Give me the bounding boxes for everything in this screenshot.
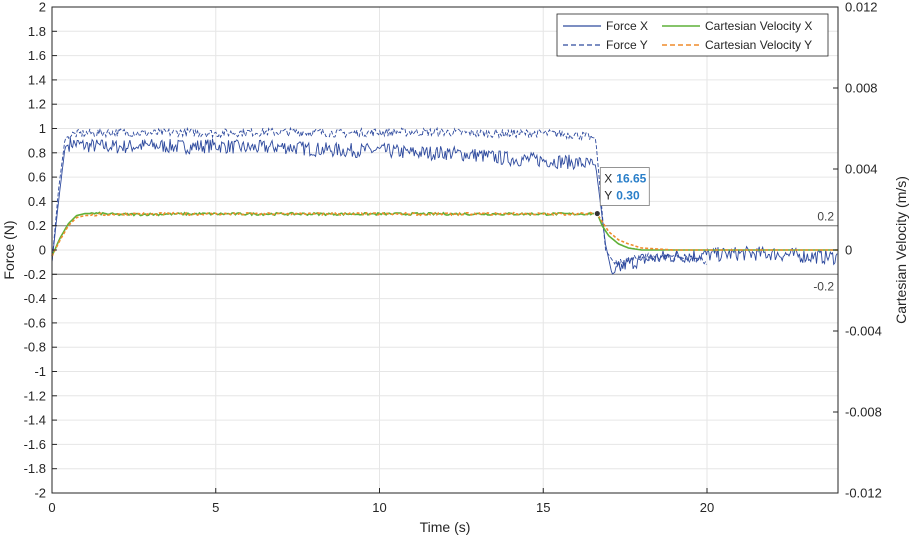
series-line-force-x[interactable] bbox=[51, 137, 838, 275]
series-line-force-y[interactable] bbox=[51, 126, 707, 268]
y-right-axis-ticks: 0.012 0.008 0.004 0 -0.004 -0.008 -0.012 bbox=[833, 0, 882, 501]
y-left-tick-label: -1.2 bbox=[24, 388, 46, 403]
legend-label-velocity-y: Cartesian Velocity Y bbox=[705, 38, 812, 52]
y-left-tick-label: -0.2 bbox=[24, 267, 46, 282]
datatip-x-key: X bbox=[604, 172, 612, 186]
legend-box bbox=[556, 13, 829, 57]
y-left-tick-label: 0 bbox=[39, 243, 46, 258]
x-tick-label: 10 bbox=[372, 500, 386, 515]
y-right-axis-label: Cartesian Velocity (m/s) bbox=[893, 176, 909, 324]
reference-line-label: 0.2 bbox=[817, 210, 834, 224]
x-axis-label: Time (s) bbox=[420, 519, 471, 535]
datatip-marker bbox=[593, 210, 601, 217]
y-left-tick-label: 1.4 bbox=[28, 72, 46, 87]
series-layer bbox=[51, 126, 838, 275]
y-right-tick-label: 0.012 bbox=[845, 0, 878, 15]
y-right-tick-label: 0 bbox=[845, 243, 852, 258]
series-line-cartesian-velocity-y[interactable] bbox=[51, 211, 838, 257]
y-left-tick-label: -0.8 bbox=[24, 340, 46, 355]
y-left-axis-ticks: 2 1.8 1.6 1.4 1.2 1 0.8 0.6 0.4 0.2 0 -0.2 -0.4 -0.6 -… bbox=[24, 0, 57, 501]
y-right-tick-label: -0.004 bbox=[845, 324, 882, 339]
x-axis-ticks: 0 5 10 15 20 bbox=[48, 488, 714, 515]
y-left-tick-label: -1.4 bbox=[24, 413, 46, 428]
y-left-tick-label: -2 bbox=[34, 486, 46, 501]
y-right-tick-label: 0.008 bbox=[845, 81, 878, 96]
y-left-tick-label: -1.8 bbox=[24, 461, 46, 476]
y-right-tick-label: -0.012 bbox=[845, 486, 882, 501]
reference-line-label: -0.2 bbox=[813, 279, 834, 293]
y-left-tick-label: 0.2 bbox=[28, 218, 46, 233]
y-left-axis-label: Force (N) bbox=[1, 220, 17, 279]
y-right-tick-label: 0.004 bbox=[845, 162, 878, 177]
y-left-tick-label: 1 bbox=[39, 121, 46, 136]
x-tick-label: 5 bbox=[212, 500, 219, 515]
y-left-tick-label: -1 bbox=[34, 364, 46, 379]
y-right-tick-label: -0.008 bbox=[845, 405, 882, 420]
reference-lines: 0.2 -0.2 bbox=[52, 210, 838, 293]
legend-label-force-x: Force X bbox=[606, 19, 648, 33]
x-tick-label: 0 bbox=[48, 500, 55, 515]
legend-label-force-y: Force Y bbox=[606, 38, 648, 52]
y-left-tick-label: -1.6 bbox=[24, 437, 46, 452]
x-tick-label: 15 bbox=[536, 500, 550, 515]
y-left-tick-label: -0.4 bbox=[24, 291, 46, 306]
y-left-tick-label: 1.2 bbox=[28, 97, 46, 112]
datatip-box bbox=[599, 167, 650, 206]
y-left-tick-label: 1.6 bbox=[28, 48, 46, 63]
y-left-tick-label: 0.8 bbox=[28, 145, 46, 160]
datatip-x-value: 16.65 bbox=[616, 172, 646, 186]
y-left-tick-label: 2 bbox=[39, 0, 46, 15]
y-left-tick-label: -0.6 bbox=[24, 315, 46, 330]
datatip[interactable]: X 16.65 Y 0.30 bbox=[593, 167, 650, 217]
legend[interactable]: Force X Force Y Cartesian Velocity X Car… bbox=[556, 13, 829, 57]
datatip-y-value: 0.30 bbox=[616, 189, 640, 203]
legend-label-velocity-x: Cartesian Velocity X bbox=[705, 19, 812, 33]
y-left-tick-label: 1.8 bbox=[28, 24, 46, 39]
x-tick-label: 20 bbox=[700, 500, 714, 515]
y-left-tick-label: 0.6 bbox=[28, 170, 46, 185]
y-left-tick-label: 0.4 bbox=[28, 194, 46, 209]
datatip-y-key: Y bbox=[604, 189, 612, 203]
